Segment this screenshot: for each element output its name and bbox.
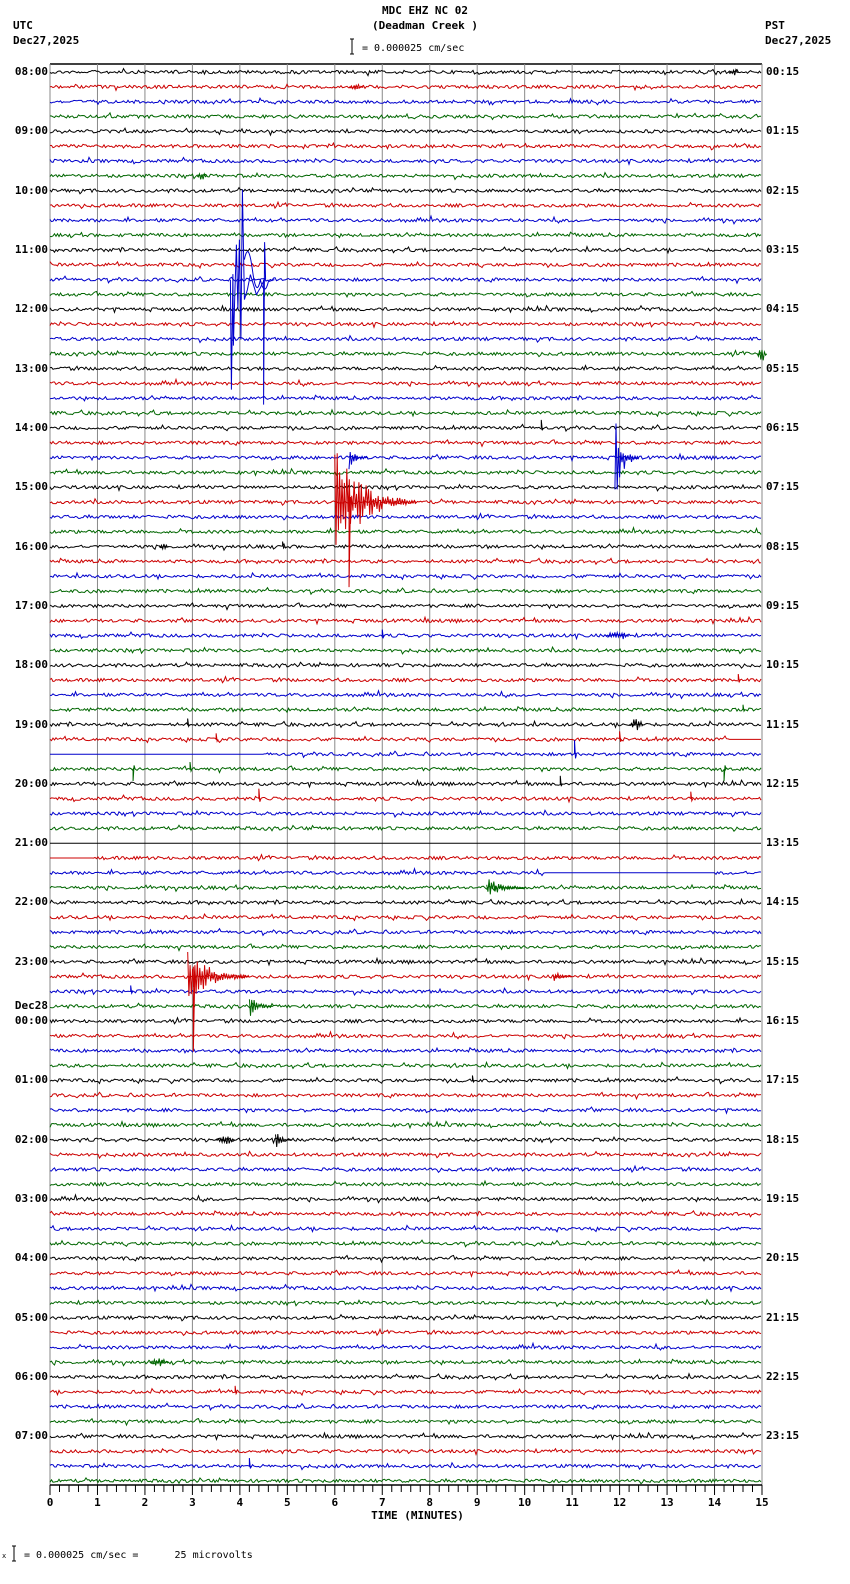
x-tick-label: 12 [612, 1496, 627, 1509]
pst-hour-label: 17:15 [766, 1073, 800, 1087]
x-tick-label: 11 [565, 1496, 579, 1509]
x-tick-label: 4 [236, 1496, 244, 1509]
pst-hour-label: 12:15 [766, 776, 800, 790]
seismic-events [130, 68, 768, 1469]
utc-hour-label: 05:00 [14, 1310, 48, 1324]
x-tick-label: 1 [94, 1496, 101, 1509]
pst-hour-label: 20:15 [766, 1251, 800, 1265]
utc-hour-label: 22:00 [14, 895, 48, 909]
x-tick-label: 8 [426, 1496, 434, 1509]
pst-hour-label: 18:15 [766, 1132, 800, 1146]
x-tick-label: 13 [660, 1496, 674, 1509]
left-timezone: UTC [13, 19, 33, 32]
utc-hour-label: 09:00 [14, 124, 48, 138]
utc-hour-label: 15:00 [14, 480, 48, 494]
pst-hour-label: 10:15 [766, 658, 800, 672]
pst-hour-label: 00:15 [766, 65, 800, 78]
utc-hour-label: 12:00 [14, 302, 48, 316]
utc-hour-label: 16:00 [14, 539, 48, 553]
pst-hour-label: 03:15 [766, 242, 800, 256]
utc-hour-label: 07:00 [14, 1429, 48, 1443]
left-date: Dec27,2025 [13, 34, 80, 47]
pst-hour-label: 19:15 [766, 1192, 800, 1206]
utc-hour-label: 04:00 [14, 1251, 48, 1265]
x-axis-title: TIME (MINUTES) [371, 1509, 464, 1522]
helicorder-plot [49, 63, 768, 1495]
date-change-label: Dec28 [14, 999, 48, 1013]
utc-hour-label: 19:00 [14, 717, 48, 731]
pst-hour-label: 07:15 [766, 480, 800, 494]
x-tick-label: 7 [378, 1496, 386, 1509]
x-tick-label: 15 [755, 1496, 769, 1509]
utc-hour-label: 00:00 [14, 1014, 48, 1028]
utc-hour-label: 13:00 [14, 361, 48, 375]
utc-hour-label: 10:00 [14, 183, 48, 197]
x-tick-label: 9 [473, 1496, 481, 1509]
utc-hour-label: 20:00 [14, 776, 48, 790]
seismic-traces [49, 67, 762, 1485]
footer-prefix: x [2, 1552, 7, 1560]
pst-hour-label: 23:15 [766, 1429, 800, 1443]
pst-hour-label: 08:15 [766, 539, 800, 553]
x-tick-label: 10 [518, 1496, 532, 1509]
site-name: (Deadman Creek ) [372, 19, 478, 32]
utc-hour-label: 17:00 [14, 598, 48, 612]
pst-hour-label: 22:15 [766, 1370, 800, 1384]
x-tick-label: 3 [189, 1496, 196, 1509]
pst-hour-label: 05:15 [766, 361, 800, 375]
x-tick-label: 2 [141, 1496, 149, 1509]
pst-hour-label: 04:15 [766, 302, 800, 316]
pst-hour-label: 14:15 [766, 895, 800, 909]
pst-hour-label: 01:15 [766, 124, 800, 138]
pst-hour-label: 02:15 [766, 183, 800, 197]
right-timezone: PST [765, 19, 785, 32]
x-tick-label: 0 [46, 1496, 54, 1509]
utc-hour-label: 01:00 [14, 1073, 48, 1087]
footer-scale-bar-icon [12, 1545, 16, 1562]
utc-hour-label: 14:00 [14, 420, 48, 434]
utc-hour-label: 02:00 [14, 1132, 48, 1146]
pst-hour-label: 21:15 [766, 1310, 800, 1324]
scale-note: = 0.000025 cm/sec [362, 43, 465, 54]
utc-hour-label: 08:00 [14, 65, 48, 78]
utc-hour-label: 18:00 [14, 658, 48, 672]
utc-hour-label: 03:00 [14, 1192, 48, 1206]
pst-hour-label: 15:15 [766, 954, 800, 968]
utc-hour-label: 23:00 [14, 954, 48, 968]
x-tick-label: 5 [284, 1496, 291, 1509]
utc-hour-label: 06:00 [14, 1370, 48, 1384]
x-tick-label: 14 [707, 1496, 722, 1509]
pst-hour-label: 06:15 [766, 420, 800, 434]
x-tick-label: 6 [331, 1496, 339, 1509]
pst-hour-label: 11:15 [766, 717, 800, 731]
pst-hour-label: 16:15 [766, 1014, 800, 1028]
footer-scale-note: = 0.000025 cm/sec = 25 microvolts [24, 1550, 253, 1561]
utc-hour-label: 21:00 [14, 836, 48, 850]
pst-hour-label: 13:15 [766, 836, 800, 850]
right-date: Dec27,2025 [765, 34, 832, 47]
station-title: MDC EHZ NC 02 [381, 4, 469, 17]
scale-bar-icon [350, 38, 354, 55]
utc-hour-label: 11:00 [14, 242, 48, 256]
pst-hour-label: 09:15 [766, 598, 800, 612]
